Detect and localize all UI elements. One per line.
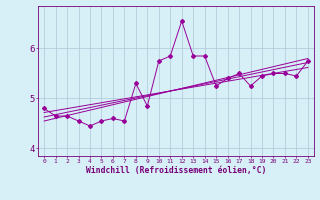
X-axis label: Windchill (Refroidissement éolien,°C): Windchill (Refroidissement éolien,°C) (86, 166, 266, 175)
